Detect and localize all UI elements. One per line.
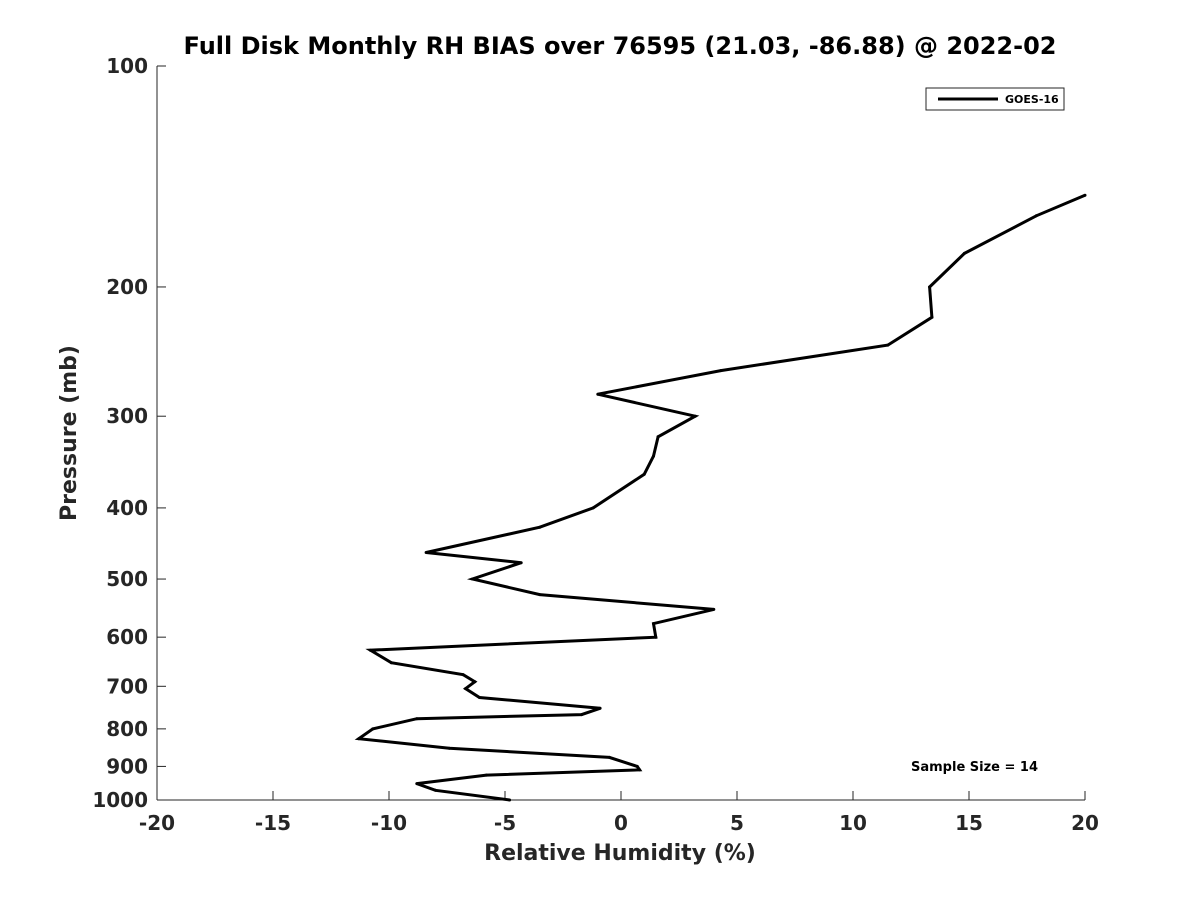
data-point xyxy=(638,768,642,772)
x-tick-label: -20 xyxy=(139,811,175,835)
data-point xyxy=(580,713,584,717)
data-point xyxy=(654,635,658,639)
y-tick-label: 300 xyxy=(106,404,148,428)
data-point xyxy=(598,706,602,710)
y-tick-label: 900 xyxy=(106,754,148,778)
y-tick-label: 700 xyxy=(106,674,148,698)
y-tick-label: 800 xyxy=(106,717,148,741)
series-line-0 xyxy=(354,193,1086,802)
data-point xyxy=(656,435,660,439)
data-point xyxy=(371,727,375,731)
data-point xyxy=(464,687,468,691)
data-point xyxy=(519,561,523,565)
y-tick-label: 400 xyxy=(106,496,148,520)
axis-ticks: -20 -15 -10 -5 0 5 10 15 20 100 200 300 400 500 600 700… xyxy=(92,54,1099,835)
data-point xyxy=(962,251,966,255)
data-point xyxy=(508,798,512,802)
data-point xyxy=(461,673,465,677)
data-point xyxy=(538,593,542,597)
legend-label: GOES-16 xyxy=(1005,93,1059,106)
data-point xyxy=(424,551,428,554)
x-axis-label: Relative Humidity (%) xyxy=(484,841,756,866)
data-point xyxy=(719,369,723,373)
data-point xyxy=(591,506,595,510)
data-point xyxy=(652,622,655,626)
data-point xyxy=(484,773,488,777)
data-point xyxy=(478,696,481,699)
data-point xyxy=(415,717,419,721)
x-tick-label: 0 xyxy=(614,811,628,835)
data-point xyxy=(447,746,451,750)
x-tick-label: 5 xyxy=(730,811,744,835)
series-layer xyxy=(354,193,1087,802)
data-point xyxy=(471,577,474,581)
y-tick-label: 200 xyxy=(106,275,148,299)
data-point xyxy=(389,661,393,665)
data-point xyxy=(473,680,477,684)
data-point xyxy=(415,782,419,786)
data-point xyxy=(538,525,542,529)
y-tick-label: 1000 xyxy=(92,788,148,812)
data-point xyxy=(712,607,716,611)
x-tick-label: 10 xyxy=(839,811,867,835)
x-tick-label: -15 xyxy=(255,811,291,835)
data-point xyxy=(930,315,934,319)
data-point xyxy=(607,755,611,759)
x-tick-label: 15 xyxy=(955,811,983,835)
data-point xyxy=(652,454,655,458)
data-point xyxy=(433,788,437,792)
data-point xyxy=(1034,214,1038,218)
data-point xyxy=(886,343,890,347)
legend: GOES-16 xyxy=(925,87,1065,111)
data-point xyxy=(635,764,639,768)
x-tick-label: -10 xyxy=(371,811,407,835)
data-point xyxy=(1083,193,1087,197)
sample-size-annotation: Sample Size = 14 xyxy=(911,760,1038,775)
x-tick-label: 20 xyxy=(1071,811,1099,835)
y-tick-label: 100 xyxy=(106,54,148,78)
data-point xyxy=(642,472,646,476)
data-point xyxy=(368,648,372,652)
data-point xyxy=(928,285,932,289)
y-axis-label: Pressure (mb) xyxy=(57,345,82,521)
data-point xyxy=(596,392,600,396)
chart-title: Full Disk Monthly RH BIAS over 76595 (21… xyxy=(184,32,1057,60)
y-tick-label: 600 xyxy=(106,625,148,649)
x-tick-label: -5 xyxy=(494,811,516,835)
data-point xyxy=(693,414,697,418)
data-point xyxy=(357,737,361,741)
y-tick-label: 500 xyxy=(106,567,148,591)
